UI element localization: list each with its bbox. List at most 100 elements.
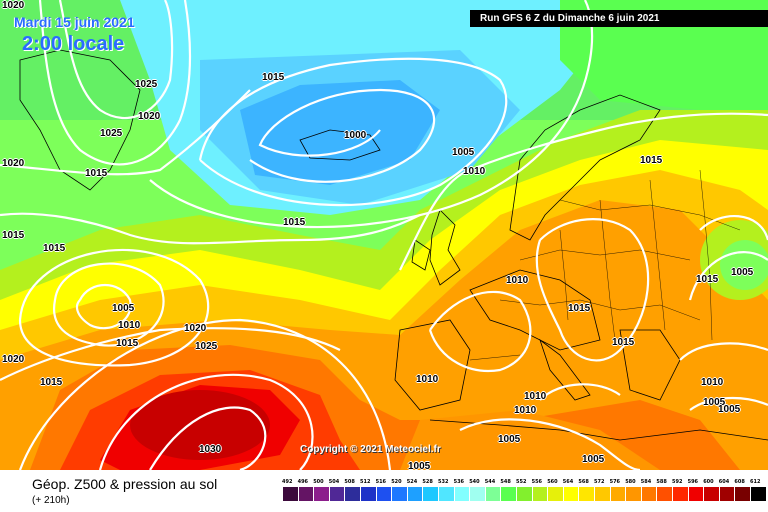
isobars — [0, 0, 768, 470]
scale-swatch — [610, 487, 626, 501]
scale-tick-label: 552 — [516, 479, 527, 485]
borders — [469, 169, 741, 361]
scale-swatch — [641, 487, 657, 501]
scale-swatch — [501, 487, 516, 501]
scale-swatch — [751, 487, 766, 501]
forecast-time: 2:00 locale — [22, 33, 125, 55]
scale-tick-label: 568 — [578, 479, 589, 485]
scale-swatch — [595, 487, 610, 501]
isobar-label: 1010 — [416, 374, 439, 385]
scale-tick-label: 504 — [328, 479, 340, 485]
scale-tick-label: 604 — [718, 479, 730, 485]
scale-tick-label: 584 — [640, 479, 652, 485]
scale-tick-label: 492 — [282, 479, 293, 485]
isobar-label: 1010 — [514, 405, 537, 416]
isobar-label: 1030 — [199, 444, 222, 455]
isobar-label: 1020 — [2, 0, 25, 11]
isobar-label: 1020 — [184, 323, 207, 334]
legend-subtitle: (+ 210h) — [32, 495, 70, 506]
scale-swatch — [485, 487, 501, 501]
legend-title: Géop. Z500 & pression au sol — [32, 476, 218, 492]
isobar-label: 1005 — [408, 461, 431, 470]
model-run-label: Run GFS 6 Z du Dimanche 6 juin 2021 — [470, 10, 768, 27]
coastlines — [19, 49, 768, 441]
scale-swatch — [548, 487, 563, 501]
isobar-label: 1005 — [582, 454, 605, 465]
isobar-label: 1020 — [2, 354, 25, 365]
scale-tick-label: 612 — [750, 479, 761, 485]
scale-swatch — [532, 487, 548, 501]
scale-tick-label: 532 — [438, 479, 449, 485]
scale-swatch — [673, 487, 688, 501]
isobar-label: 1005 — [112, 303, 135, 314]
scale-swatch — [517, 487, 532, 501]
isobar-label: 1015 — [612, 337, 635, 348]
scale-swatch — [579, 487, 594, 501]
isobar-label: 1005 — [452, 147, 475, 158]
isobar-label: 1015 — [40, 377, 63, 388]
isobar-label: 1015 — [696, 274, 719, 285]
scale-swatch — [298, 487, 314, 501]
isobar-label: 1015 — [116, 338, 139, 349]
pressure-map: 1020 1015 1025 1020 1025 1020 1015 1000 … — [0, 0, 768, 470]
scale-tick-label: 588 — [656, 479, 667, 485]
isobar-label: 1025 — [100, 128, 123, 139]
legend-footer: Géop. Z500 & pression au sol (+ 210h) 49… — [0, 470, 768, 512]
scale-swatch — [361, 487, 376, 501]
isobar-label: 1020 — [2, 158, 25, 169]
isobar-label: 1010 — [524, 391, 547, 402]
isobar-label: 1005 — [498, 434, 521, 445]
scale-swatch — [439, 487, 454, 501]
copyright-text: Copyright © 2021 Meteociel.fr — [300, 444, 441, 455]
scale-tick-label: 500 — [313, 479, 324, 485]
isobar-label: 1010 — [118, 320, 141, 331]
scale-tick-label: 508 — [344, 479, 355, 485]
scale-swatch — [470, 487, 485, 501]
scale-swatch — [314, 487, 329, 501]
scale-swatch — [407, 487, 423, 501]
isobar-label: 1015 — [85, 168, 108, 179]
isobar-label: 1010 — [506, 275, 529, 286]
isobar-label: 1015 — [640, 155, 663, 166]
scale-tick-label: 600 — [703, 479, 714, 485]
scale-swatch — [735, 487, 750, 501]
scale-swatch — [688, 487, 704, 501]
z500-zone-536 — [240, 80, 440, 185]
isobar-label: 1025 — [195, 341, 218, 352]
scale-swatch — [329, 487, 345, 501]
color-scale: 492 496 500 504 508 512 516 520 524 528 532 536 540 5… — [282, 478, 766, 502]
scale-swatch — [563, 487, 579, 501]
scale-tick-label: 596 — [687, 479, 699, 485]
scale-tick-label: 528 — [422, 479, 433, 485]
isobar-label: 1020 — [138, 111, 161, 122]
isobar-label: 1005 — [703, 397, 726, 408]
scale-swatch — [376, 487, 392, 501]
scale-tick-label: 544 — [484, 479, 496, 485]
scale-tick-label: 516 — [375, 479, 387, 485]
scale-tick-label: 512 — [360, 479, 371, 485]
isobar-label: 1010 — [463, 166, 486, 177]
scale-tick-label: 496 — [297, 479, 309, 485]
scale-tick-label: 576 — [609, 479, 621, 485]
scale-tick-label: 540 — [469, 479, 480, 485]
scale-swatch — [626, 487, 641, 501]
scale-tick-label: 536 — [453, 479, 465, 485]
scale-swatch — [392, 487, 407, 501]
scale-tick-label: 592 — [672, 479, 683, 485]
scale-swatch — [423, 487, 438, 501]
scale-tick-label: 564 — [562, 479, 574, 485]
scale-swatch — [657, 487, 672, 501]
scale-tick-label: 572 — [594, 479, 605, 485]
scale-tick-label: 520 — [391, 479, 402, 485]
scale-tick-label: 548 — [500, 479, 511, 485]
forecast-date: Mardi 15 juin 2021 — [14, 14, 135, 30]
isobar-label: 1015 — [43, 243, 66, 254]
scale-tick-label: 560 — [547, 479, 558, 485]
map-graphic — [0, 0, 768, 470]
isobar-label: 1015 — [283, 217, 306, 228]
scale-tick-label: 524 — [406, 479, 418, 485]
isobar-label: 1005 — [731, 267, 754, 278]
scale-swatch — [719, 487, 735, 501]
scale-tick-label: 608 — [734, 479, 745, 485]
